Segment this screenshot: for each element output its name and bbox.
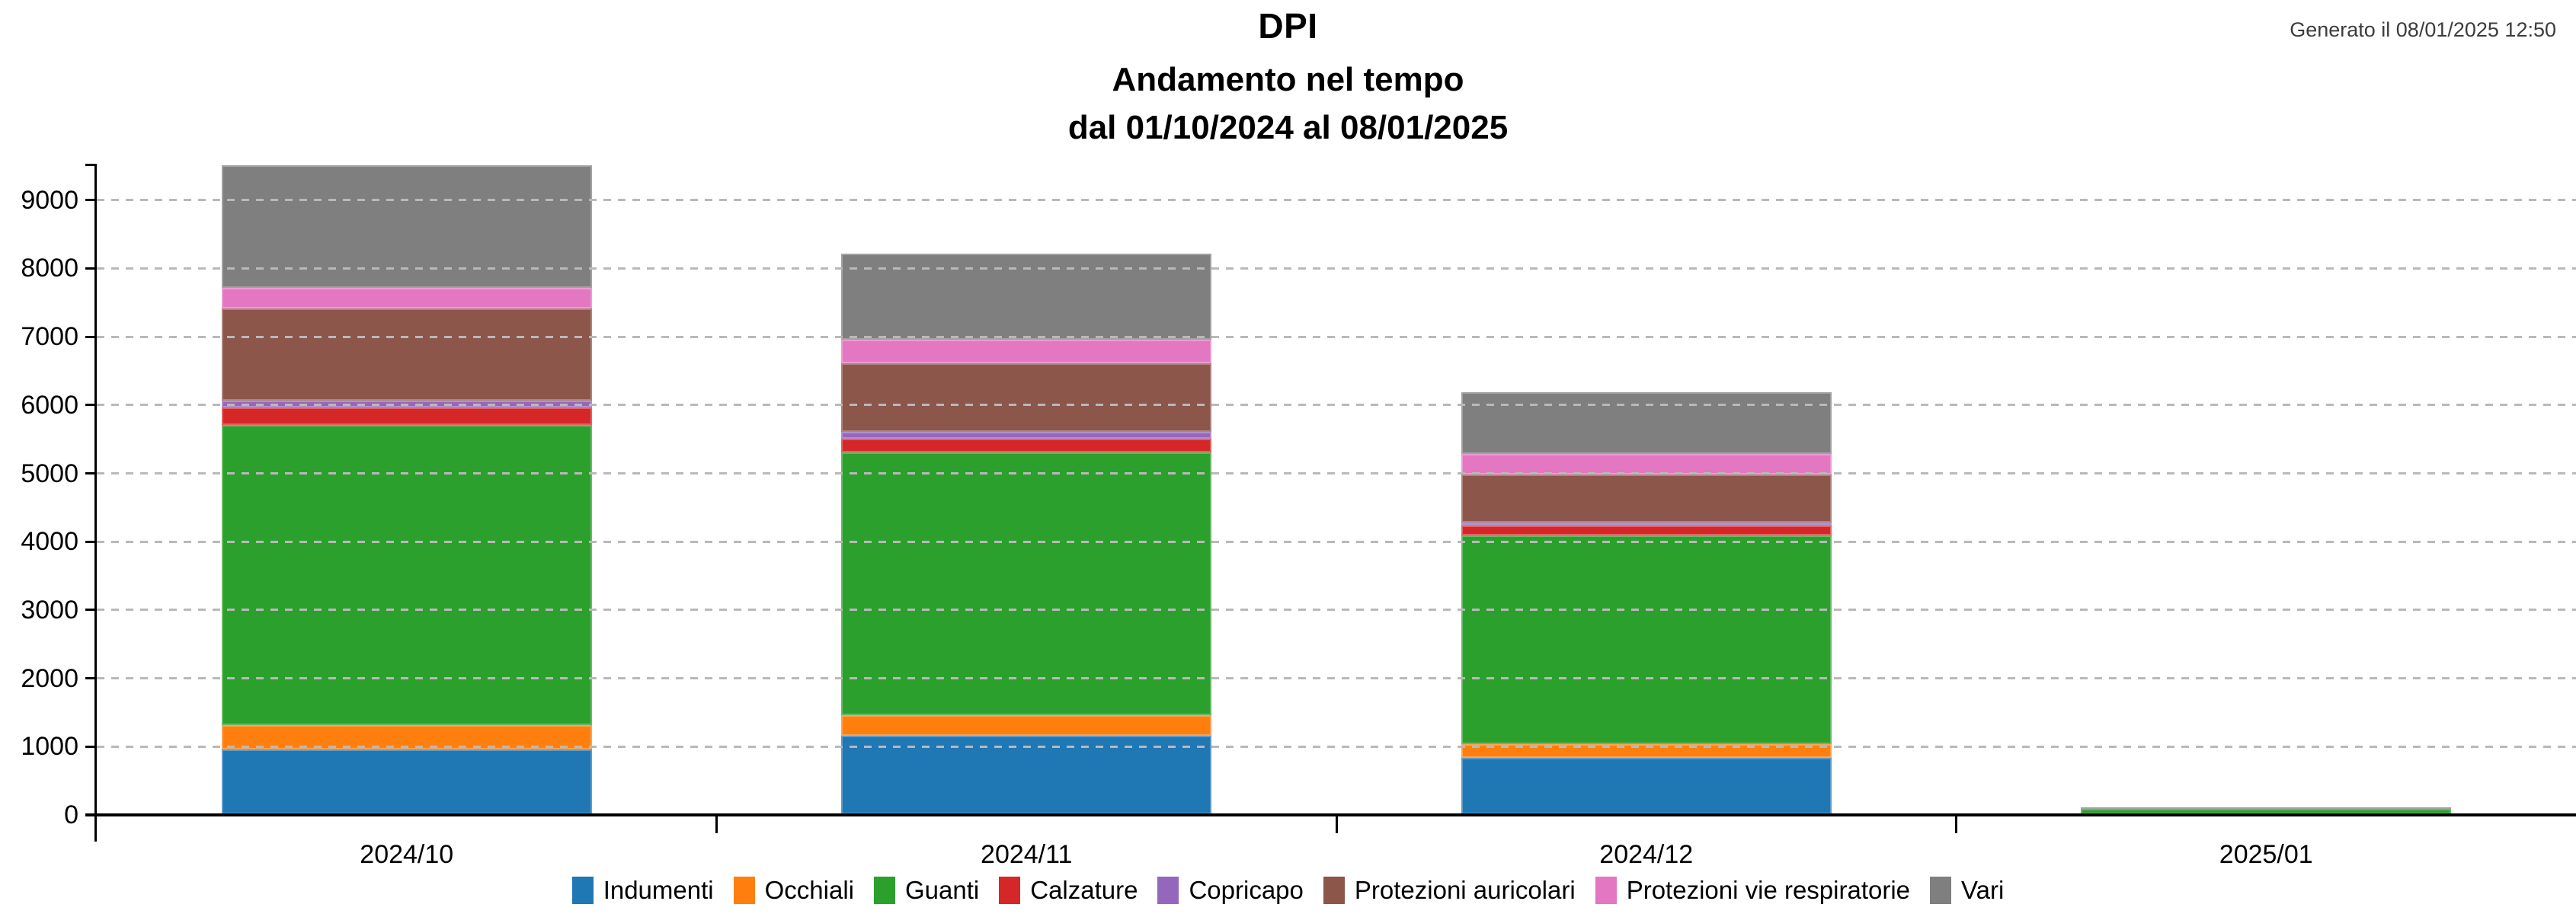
legend-label-occhiali: Occhiali	[764, 876, 854, 904]
x-axis-line	[85, 813, 2576, 816]
y-tick-label-4000: 4000	[21, 527, 78, 557]
legend-swatch-guanti	[874, 877, 895, 904]
y-tick-label-8000: 8000	[21, 254, 78, 283]
bar-2025-01-vari	[2081, 807, 2452, 809]
gridline-2000	[97, 677, 2576, 680]
y-axis-line	[94, 164, 97, 842]
legend-label-copricapo: Copricapo	[1189, 876, 1304, 904]
bar-2024-12-protezioni-auricolari	[1461, 474, 1832, 522]
legend-item-vari: Vari	[1930, 876, 2004, 905]
y-tick-4000	[85, 540, 96, 543]
generated-timestamp: Generato il 08/01/2025 12:50	[2290, 18, 2556, 41]
y-axis-top-cap	[85, 164, 96, 166]
gridline-9000	[97, 199, 2576, 202]
x-boundary-tick-2	[1335, 816, 1338, 833]
bar-2024-10-occhiali	[221, 725, 592, 749]
bar-2025-01-guanti	[2081, 808, 2452, 814]
legend-label-calzature: Calzature	[1030, 876, 1138, 904]
legend-label-protezioni-auricolari: Protezioni auricolari	[1354, 876, 1576, 904]
y-tick-1000	[85, 745, 96, 748]
legend-swatch-occhiali	[733, 877, 755, 904]
chart-date-range: dal 01/10/2024 al 08/01/2025	[1067, 109, 1509, 146]
page-title: DPI	[1258, 6, 1318, 46]
bar-2024-10-protezioni-auricolari	[221, 308, 592, 401]
gridline-3000	[97, 609, 2576, 612]
y-tick-6000	[85, 404, 96, 407]
legend-swatch-vari	[1930, 877, 1952, 904]
y-tick-2000	[85, 677, 96, 680]
bar-2024-11-calzature	[841, 438, 1212, 452]
legend-swatch-calzature	[999, 877, 1021, 904]
bar-2024-12-copricapo	[1461, 522, 1832, 526]
x-label-2024-10: 2024/10	[360, 840, 454, 869]
bar-2024-10-indumenti	[221, 749, 592, 814]
legend: Indumenti Occhiali Guanti Calzature Copricap…	[0, 876, 2576, 905]
bar-2024-12-guanti	[1461, 535, 1832, 745]
y-tick-3000	[85, 609, 96, 612]
legend-item-copricapo: Copricapo	[1157, 876, 1304, 905]
bar-2024-12-calzature	[1461, 526, 1832, 536]
legend-item-protezioni-auricolari: Protezioni auricolari	[1323, 876, 1576, 905]
x-label-2024-12: 2024/12	[1599, 840, 1694, 869]
bar-2024-11-protezioni-auricolari	[841, 363, 1212, 432]
legend-item-occhiali: Occhiali	[733, 876, 854, 905]
bar-2024-12-indumenti	[1461, 757, 1832, 814]
chart-subtitle: Andamento nel tempo	[1112, 61, 1464, 98]
bar-2024-11-protezioni-vie-respiratorie	[841, 339, 1212, 363]
bar-2024-10-protezioni-vie-respiratorie	[221, 288, 592, 309]
gridline-4000	[97, 540, 2576, 543]
y-tick-label-7000: 7000	[21, 322, 78, 352]
x-label-2024-11: 2024/11	[981, 840, 1073, 869]
gridline-5000	[97, 472, 2576, 474]
y-tick-5000	[85, 472, 96, 474]
legend-item-guanti: Guanti	[874, 876, 979, 905]
bar-2024-11-indumenti	[841, 735, 1212, 814]
y-tick-label-1000: 1000	[21, 732, 78, 762]
legend-label-indumenti: Indumenti	[603, 876, 714, 904]
bar-2024-11-copricapo	[841, 431, 1212, 439]
bar-2024-12-vari	[1461, 392, 1832, 454]
legend-item-indumenti: Indumenti	[571, 876, 714, 905]
legend-swatch-protezioni-auricolari	[1323, 877, 1345, 904]
chart-header: DPI Andamento nel tempo dal 01/10/2024 a…	[0, 5, 2576, 147]
y-tick-label-3000: 3000	[21, 595, 78, 625]
x-boundary-tick-1	[715, 816, 718, 833]
y-tick-label-9000: 9000	[21, 185, 78, 215]
legend-item-protezioni-vie-respiratorie: Protezioni vie respiratorie	[1595, 876, 1910, 905]
bar-2024-10-calzature	[221, 407, 592, 425]
y-tick-label-6000: 6000	[21, 390, 78, 420]
y-tick-label-5000: 5000	[21, 458, 78, 488]
legend-swatch-copricapo	[1157, 877, 1179, 904]
gridline-1000	[97, 745, 2576, 748]
legend-label-vari: Vari	[1961, 876, 2005, 904]
legend-swatch-protezioni-vie-respiratorie	[1595, 877, 1617, 904]
gridline-6000	[97, 404, 2576, 407]
legend-swatch-indumenti	[571, 877, 594, 904]
legend-label-guanti: Guanti	[905, 876, 980, 904]
bar-2024-11-occhiali	[841, 714, 1212, 736]
bar-2024-12-protezioni-vie-respiratorie	[1461, 453, 1832, 474]
y-tick-9000	[85, 199, 96, 202]
x-label-2025-01: 2025/01	[2219, 840, 2313, 869]
bar-2024-10-guanti	[221, 424, 592, 726]
x-boundary-tick-3	[1955, 816, 1957, 833]
legend-item-calzature: Calzature	[999, 876, 1138, 905]
y-tick-label-0: 0	[64, 800, 78, 829]
legend-label-protezioni-vie-respiratorie: Protezioni vie respiratorie	[1626, 876, 1911, 904]
y-tick-7000	[85, 335, 96, 338]
y-tick-label-2000: 2000	[21, 663, 78, 693]
y-tick-8000	[85, 267, 96, 270]
gridline-8000	[97, 267, 2576, 270]
gridline-7000	[97, 335, 2576, 338]
bar-2024-11-guanti	[841, 452, 1212, 715]
